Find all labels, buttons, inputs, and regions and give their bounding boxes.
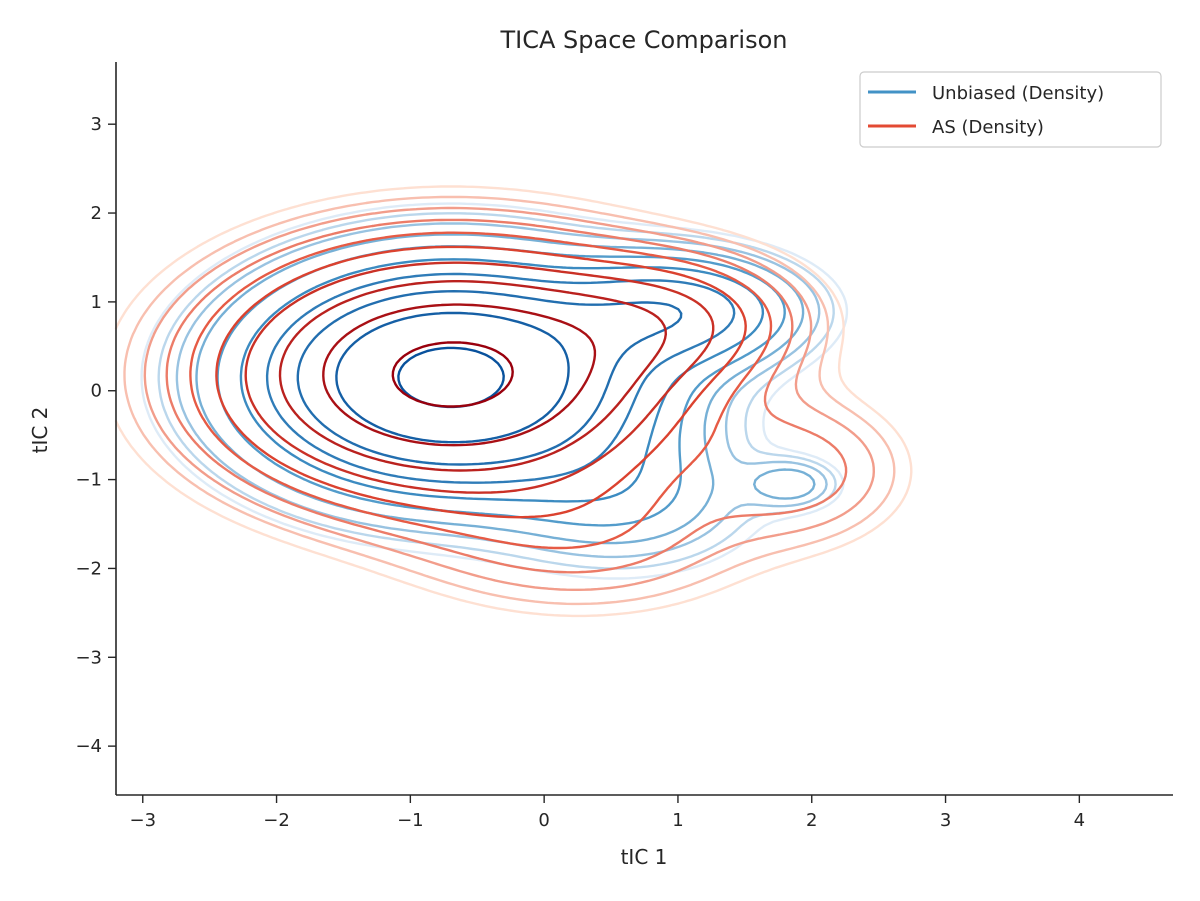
- contour-level-as: [143, 206, 875, 591]
- contour-level-as: [123, 195, 896, 606]
- y-tick-label: 3: [91, 114, 102, 135]
- y-tick-label: −4: [75, 736, 102, 757]
- contour-level-as: [114, 185, 913, 618]
- y-tick-label: 0: [91, 381, 102, 402]
- x-tick-label: 1: [672, 810, 683, 831]
- x-tick-label: 0: [538, 810, 549, 831]
- contour-level-as: [278, 280, 667, 472]
- chart-title: TICA Space Comparison: [499, 26, 787, 54]
- x-axis-label: tIC 1: [621, 845, 668, 869]
- contour-layer: [114, 185, 913, 618]
- legend: Unbiased (Density) AS (Density): [859, 71, 1162, 148]
- legend-frame: [859, 71, 1162, 148]
- contour-level-unbiased: [157, 212, 837, 570]
- y-tick-label: −1: [75, 470, 102, 491]
- contour-level-as: [215, 245, 747, 519]
- x-tick-label: 4: [1074, 810, 1085, 831]
- y-axis-ticks: −4 −3 −2 −1 0 1 2 3: [75, 114, 116, 757]
- legend-label-unbiased: Unbiased (Density): [932, 83, 1104, 104]
- legend-label-as: AS (Density): [932, 117, 1044, 138]
- contour-level-as: [391, 341, 514, 408]
- y-axis-label: tIC 2: [28, 407, 52, 454]
- x-tick-label: −3: [129, 810, 156, 831]
- contour-level-as: [322, 303, 597, 447]
- x-tick-label: −2: [263, 810, 290, 831]
- contour-level-unbiased: [239, 258, 765, 503]
- y-tick-label: 1: [91, 292, 102, 313]
- contour-level-unbiased: [296, 290, 683, 466]
- contour-level-unbiased: [265, 272, 736, 484]
- contour-level-as: [165, 218, 848, 574]
- contour-level-unbiased: [175, 222, 828, 559]
- y-tick-label: 2: [91, 203, 102, 224]
- y-tick-label: −2: [75, 558, 102, 579]
- x-axis-ticks: −3 −2 −1 0 1 2 3 4: [129, 795, 1085, 831]
- contour-level-as: [244, 261, 715, 494]
- x-tick-label: −1: [397, 810, 424, 831]
- x-tick-label: 3: [940, 810, 951, 831]
- contour-level-unbiased: [335, 311, 570, 444]
- x-tick-label: 2: [806, 810, 817, 831]
- contour-level-as: [189, 231, 773, 550]
- y-tick-label: −3: [75, 647, 102, 668]
